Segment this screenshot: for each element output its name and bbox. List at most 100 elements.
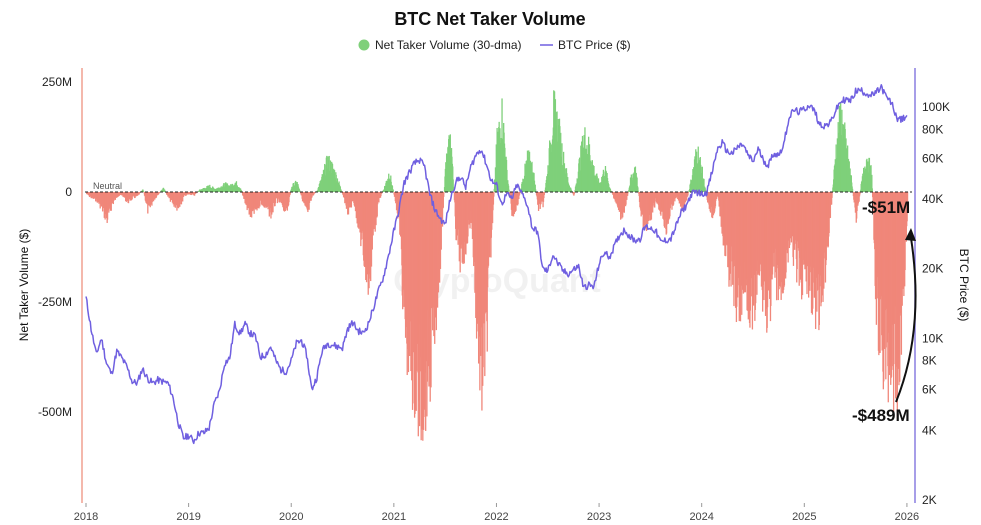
neutral-label: Neutral	[93, 181, 122, 191]
legend: Net Taker Volume (30-dma) BTC Price ($)	[358, 38, 631, 52]
right-tick-label: 40K	[922, 192, 943, 206]
volume-bar-negative	[517, 192, 519, 205]
volume-bar-positive	[142, 190, 144, 192]
volume-bar-positive	[637, 187, 639, 192]
volume-bar-negative	[380, 192, 382, 197]
annotation-arrow	[895, 237, 917, 403]
volume-bar-negative	[196, 192, 198, 194]
x-tick-label: 2024	[689, 511, 713, 523]
net-taker-volume-series	[86, 90, 909, 441]
right-tick-label: 6K	[922, 383, 937, 397]
volume-bar-negative	[859, 192, 861, 195]
volume-bar-positive	[164, 190, 166, 192]
volume-bar-negative	[830, 192, 833, 205]
volume-bar-negative	[381, 192, 383, 194]
volume-bar-positive	[508, 189, 510, 192]
right-axis-ticks: 100K 80K 60K 40K 20K 10K 8K 6K 4K 2K	[922, 100, 950, 507]
right-tick-label: 10K	[922, 331, 943, 345]
volume-bar-positive	[851, 188, 854, 192]
right-tick-label: 4K	[922, 423, 937, 437]
volume-bar-negative	[493, 192, 495, 197]
right-tick-label: 2K	[922, 493, 937, 507]
x-tick-label: 2021	[382, 511, 406, 523]
volume-bar-negative	[441, 192, 444, 227]
volume-bar-negative	[906, 192, 909, 206]
volume-bar-positive	[452, 186, 455, 192]
volume-bar-positive	[452, 179, 454, 192]
volume-bar-negative	[573, 192, 575, 195]
right-tick-label: 80K	[922, 122, 943, 136]
right-tick-label: 100K	[922, 100, 950, 114]
right-tick-label: 8K	[922, 354, 937, 368]
volume-bar-positive	[340, 190, 342, 192]
volume-bar-positive	[391, 185, 394, 192]
x-tick-label: 2019	[176, 511, 200, 523]
volume-bar-negative	[626, 192, 629, 196]
volume-bar-positive	[452, 166, 454, 192]
volume-bar-positive	[506, 169, 508, 192]
volume-bar-negative	[627, 192, 629, 194]
volume-bar-positive	[559, 126, 561, 192]
volume-bar-negative	[858, 192, 860, 202]
volume-bar-negative	[687, 192, 690, 193]
volume-bar-negative	[687, 192, 689, 196]
volume-bar-negative	[159, 192, 161, 193]
volume-bar-negative	[182, 192, 184, 202]
volume-bar-positive	[704, 189, 707, 192]
x-tick-label: 2025	[792, 511, 816, 523]
volume-bar-negative	[626, 192, 628, 200]
volume-bar-negative	[543, 192, 545, 195]
volume-bar-negative	[443, 192, 445, 197]
volume-bar-positive	[299, 190, 301, 192]
legend-label-price: BTC Price ($)	[558, 38, 631, 52]
volume-bar-positive	[871, 188, 873, 192]
volume-bar-positive	[507, 185, 510, 192]
chart-title: BTC Net Taker Volume	[394, 9, 585, 29]
volume-bar-negative	[289, 192, 291, 195]
volume-bar-positive	[703, 178, 705, 192]
right-tick-label: 60K	[922, 151, 943, 165]
x-tick-label: 2023	[587, 511, 611, 523]
volume-bar-negative	[906, 192, 908, 222]
left-axis-label: Net Taker Volume ($)	[17, 229, 31, 342]
volume-bar-negative	[442, 192, 444, 208]
volume-bar-negative	[158, 192, 160, 194]
volume-bar-positive	[562, 151, 565, 192]
volume-bar-positive	[534, 184, 536, 192]
volume-bar-negative	[314, 192, 316, 194]
volume-bar-positive	[392, 189, 394, 192]
volume-bar-negative	[831, 192, 833, 198]
left-tick-label: -250M	[38, 295, 72, 309]
volume-bar-negative	[519, 192, 521, 195]
volume-bar-negative	[375, 192, 377, 226]
x-axis-ticks: 2018 2019 2020 2021 2022 2023 2024 2025 2026	[74, 503, 919, 523]
volume-bar-positive	[240, 190, 243, 192]
right-axis-label: BTC Price ($)	[957, 249, 971, 322]
legend-marker-net-taker	[358, 39, 370, 51]
volume-bar-negative	[378, 192, 380, 203]
annotation-minus-51m: -$51M	[862, 198, 910, 217]
volume-bar-negative	[814, 192, 817, 329]
btc-price-line	[85, 84, 908, 445]
volume-bar-positive	[636, 177, 638, 192]
volume-bar-negative	[425, 192, 427, 431]
right-tick-label: 20K	[922, 262, 943, 276]
volume-bar-negative	[544, 192, 546, 193]
left-axis-ticks: 250M 0 -250M -500M	[38, 75, 72, 419]
x-tick-label: 2018	[74, 511, 98, 523]
legend-label-net-taker: Net Taker Volume (30-dma)	[375, 38, 522, 52]
volume-bar-positive	[609, 189, 612, 192]
volume-bar-negative	[138, 192, 140, 195]
volume-bar-positive	[637, 190, 639, 192]
x-tick-label: 2022	[484, 511, 508, 523]
volume-bar-negative	[288, 192, 290, 203]
left-tick-label: 0	[65, 185, 72, 199]
volume-bar-negative	[543, 192, 545, 199]
left-tick-label: -500M	[38, 405, 72, 419]
annotation-minus-489m: -$489M	[852, 406, 910, 425]
volume-bar-negative	[311, 192, 313, 198]
volume-bar-positive	[871, 174, 873, 192]
volume-bar-negative	[492, 192, 495, 205]
annotation-arrowhead	[905, 228, 916, 241]
